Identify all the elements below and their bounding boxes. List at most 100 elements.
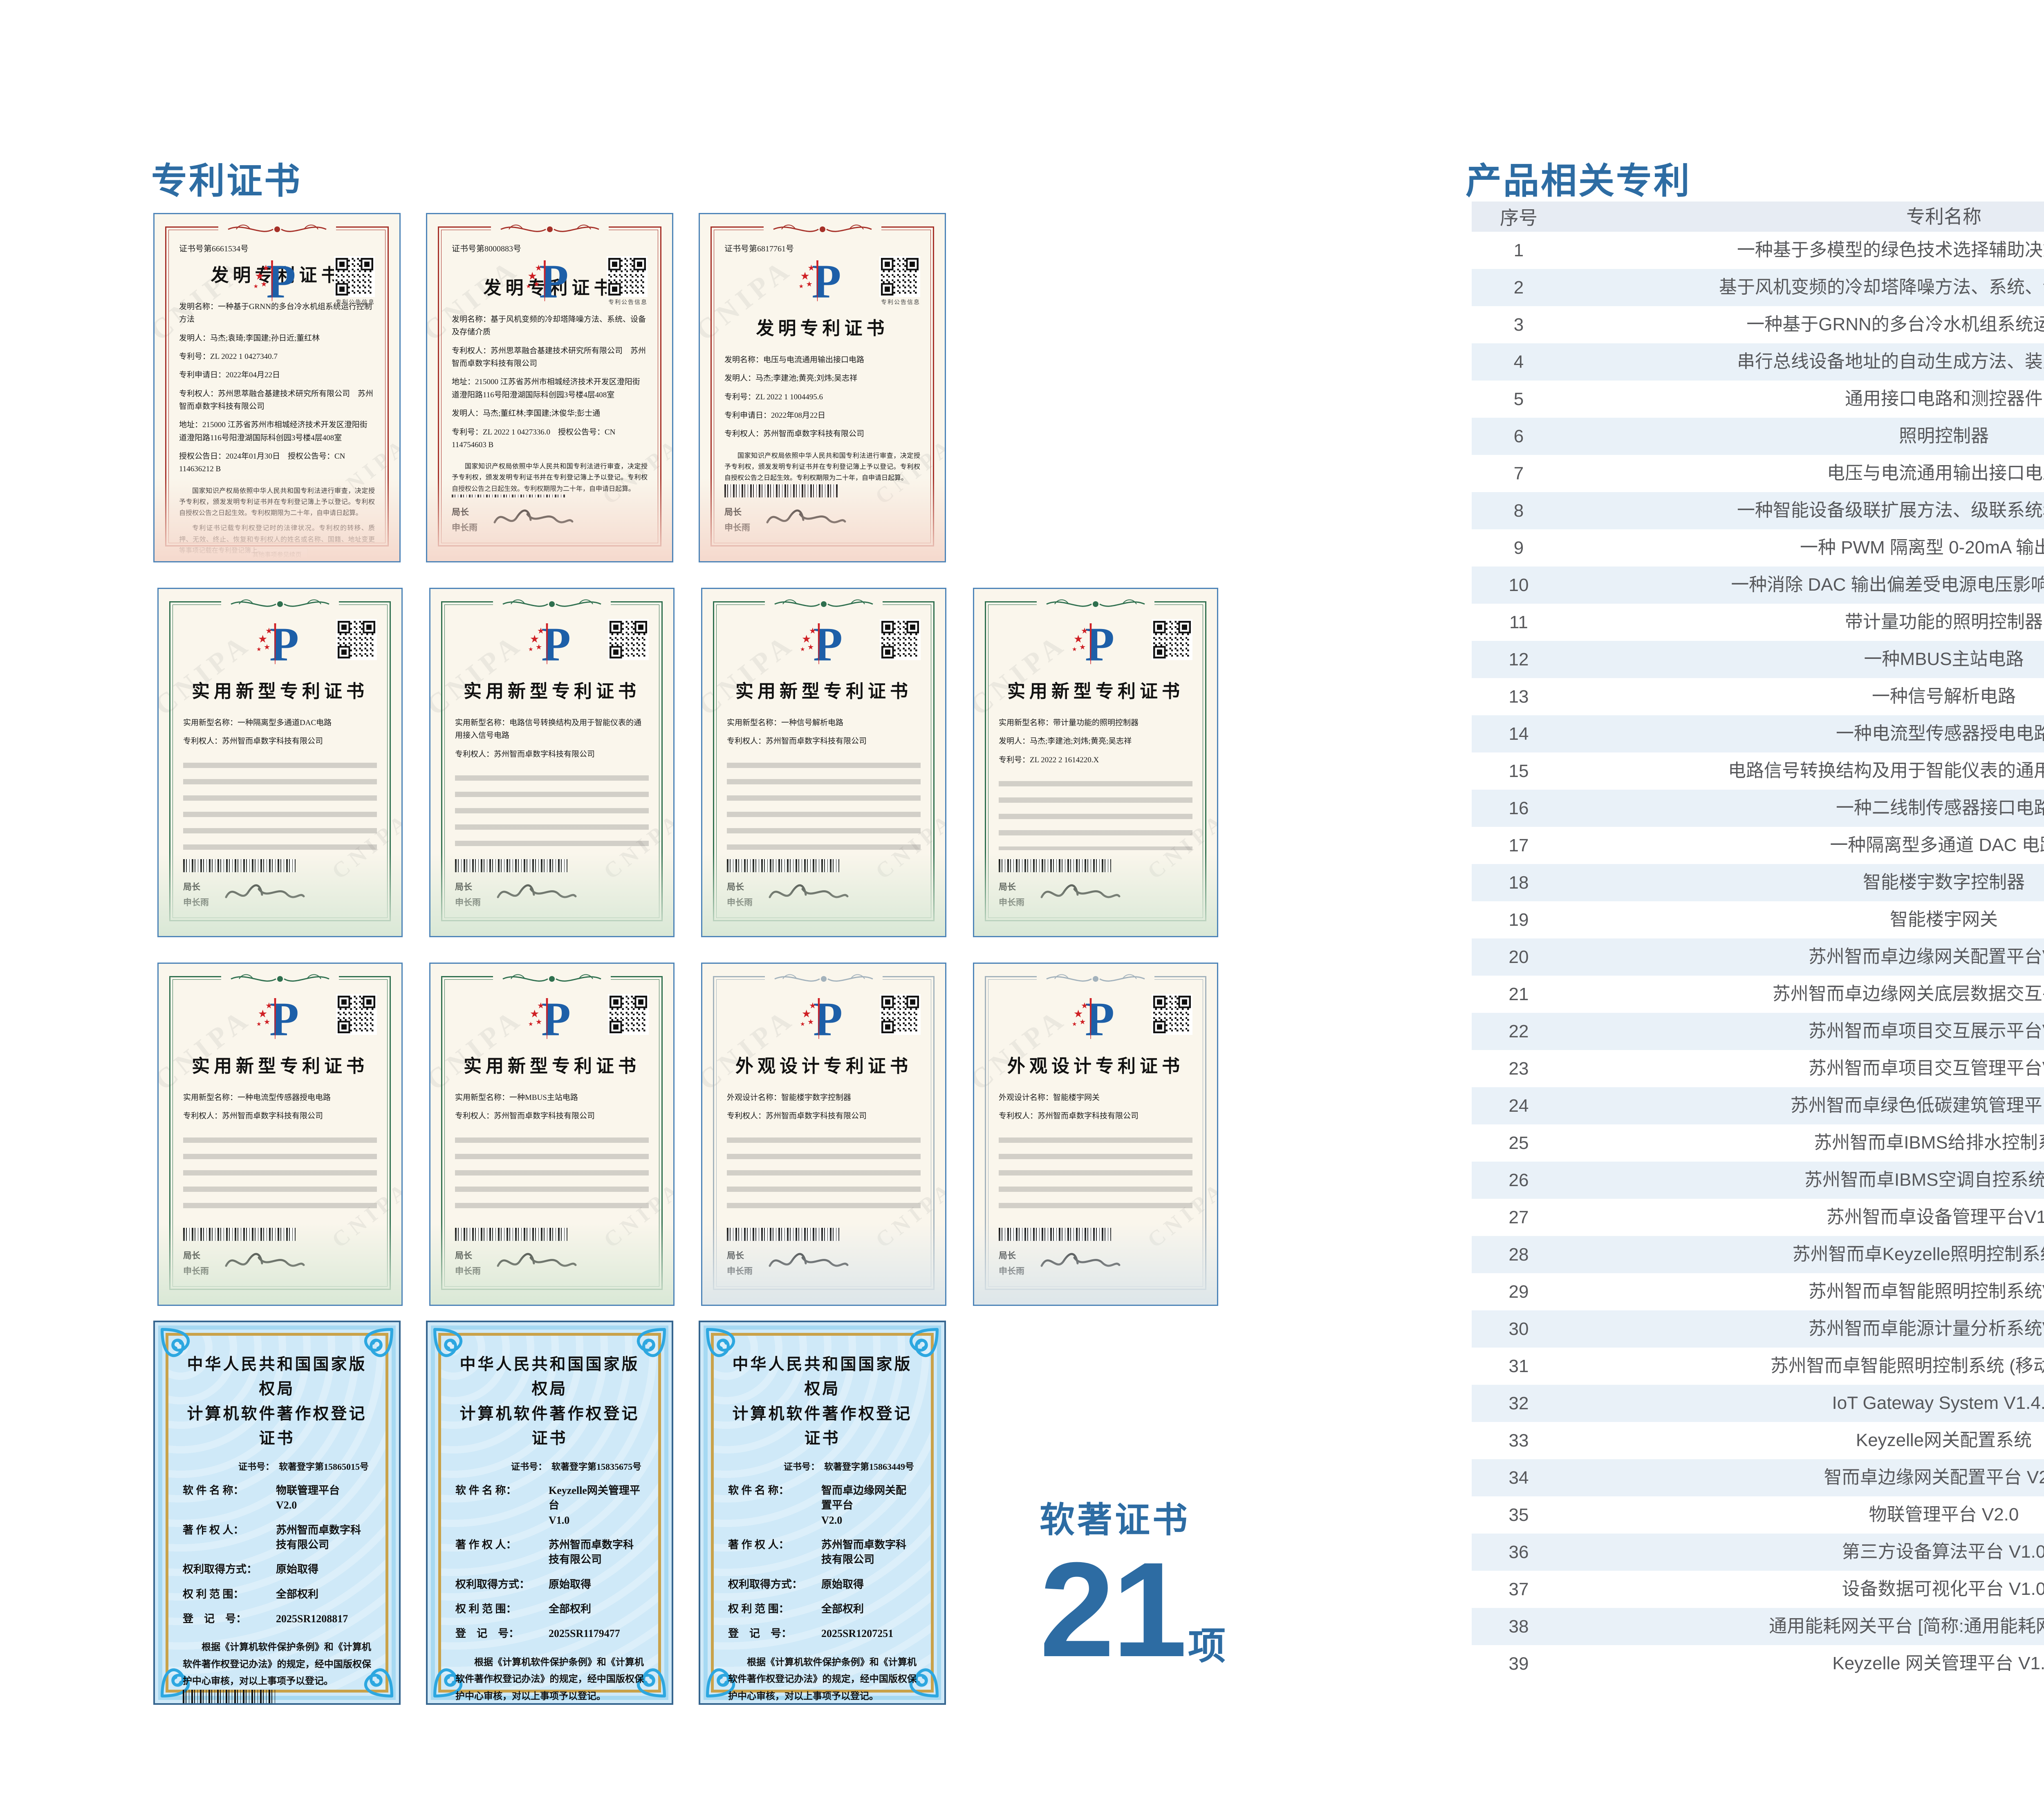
certificate-logo-row: P ★ ★ ★ ★ 专利公告信息 bbox=[724, 255, 920, 309]
patent-table-body: 1一种基于多模型的绿色技术选择辅助决策方法和系统发明2基于风机变频的冷却塔降噪方… bbox=[1472, 232, 2044, 1682]
table-row: 28苏州智而卓Keyzelle照明控制系统V1.0软著 bbox=[1472, 1236, 2044, 1273]
signature-labels: 局长 申长雨 bbox=[455, 1248, 481, 1279]
certificate-field-line: 发明人：马杰;董红林;李国建;沐俊华;彭士通 bbox=[452, 409, 601, 418]
cell-patent-name: 一种基于多模型的绿色技术选择辅助决策方法和系统 bbox=[1737, 240, 2044, 260]
certificate-ornament bbox=[221, 971, 339, 987]
certificate-inner-border bbox=[710, 221, 934, 546]
signature-icon bbox=[221, 880, 307, 908]
barcode-icon bbox=[183, 859, 296, 873]
field-label: 著 作 权 人： bbox=[728, 1538, 789, 1551]
field-label: 权利取得方式： bbox=[183, 1563, 258, 1576]
certificate-title-line1: 中华人民共和国国家版权局 bbox=[732, 1356, 912, 1398]
qr-code-label: 专利公告信息 bbox=[608, 300, 648, 306]
certificate-fields: 实用新型名称：一种信号解析电路 专利权人：苏州智而卓数字科技有限公司 bbox=[727, 717, 921, 754]
cell-patent-name: 一种信号解析电路 bbox=[1872, 686, 2016, 707]
signature-labels: 局长 申长雨 bbox=[727, 880, 753, 911]
patent-table: 序号 专利名称 专利类型 1一种基于多模型的绿色技术选择辅助决策方法和系统发明2… bbox=[1472, 202, 2044, 1682]
certificate-field-line: 发明人：马杰;李建池;刘炜;黄亮;吴志祥 bbox=[999, 737, 1132, 746]
certificate-paragraph: 专利证书记载专利权登记时的法律状况。专利权的转移、质押、无效、终止、恢复和专利权… bbox=[179, 525, 375, 554]
cell-patent-name: 通用接口电路和测控器件 bbox=[1845, 389, 2043, 409]
certificate-field-line: 专利权人：苏州智而卓数字科技有限公司 bbox=[183, 1112, 323, 1121]
cell-patent-name: 苏州智而卓项目交互管理平台V1.0 bbox=[1808, 1058, 2044, 1079]
certificate-content: P ★ ★ ★ ★ 实用新型专利证书 实用新型名称：一种电流型传感器授电电路 专利权人… bbox=[169, 976, 391, 1290]
table-row: 33Keyzelle网关配置系统软著 bbox=[1472, 1422, 2044, 1459]
certificate-logo-row: P ★ ★ ★ ★ bbox=[727, 992, 921, 1047]
field-label: 登 记 号： bbox=[728, 1628, 792, 1640]
signature-block: 局长 申长雨 bbox=[727, 1248, 921, 1279]
certificate-title: 中华人民共和国国家版权局 计算机软件著作权登记证书 bbox=[728, 1352, 917, 1451]
certificate-software-copyright: 中华人民共和国国家版权局 计算机软件著作权登记证书 证书号： 软著登字第158634… bbox=[699, 1321, 946, 1705]
certificate-field-line: 地址：215000 江苏省苏州市相城经济技术开发区澄阳街道澄阳路116号阳澄湖国… bbox=[452, 378, 640, 399]
certificate-title: 中华人民共和国国家版权局 计算机软件著作权登记证书 bbox=[455, 1352, 644, 1451]
certificate-field-line: 登 记 号： 2025SR1208817 bbox=[183, 1612, 371, 1626]
certificate-field-line: 授权公告日：2024年01月30日 授权公告号：CN 114636212 B bbox=[179, 452, 345, 474]
table-row: 18智能楼宇数字控制器外观 bbox=[1472, 864, 2044, 901]
cell-no: 29 bbox=[1508, 1281, 1529, 1302]
barcode-icon bbox=[999, 859, 1111, 873]
cell-patent-name: 一种消除 DAC 输出偏差受电源电压影响的电路及方法 bbox=[1731, 575, 2044, 595]
signature-labels: 局长 申长雨 bbox=[452, 505, 477, 536]
software-copyright-count: 21 bbox=[1040, 1534, 1187, 1685]
cell-no: 4 bbox=[1513, 352, 1524, 372]
certificate-field-line: 发明名称：电压与电流通用输出接口电路 bbox=[724, 356, 865, 364]
certificate-field-line: 专利申请日：2022年08月22日 bbox=[724, 411, 826, 420]
certificate-title-line2: 计算机软件著作权登记证书 bbox=[459, 1405, 640, 1448]
certificate-content: P ★ ★ ★ ★ 外观设计专利证书 外观设计名称：智能楼宇数字控制器 专利权人：苏州… bbox=[713, 976, 935, 1290]
cnipa-logo-icon: P ★ ★ ★ ★ bbox=[253, 255, 296, 308]
qr-code-icon bbox=[336, 994, 377, 1035]
certificate-logo-row: P ★ ★ ★ ★ bbox=[999, 618, 1192, 672]
cell-patent-name: 设备数据可视化平台 V1.0 bbox=[1842, 1579, 2044, 1599]
certificate-fields: 发明名称：一种基于GRNN的多台冷水机组系统运行控制方法 发明人：马杰;袁琦;李国… bbox=[179, 300, 375, 481]
certificate-title: 实用新型专利证书 bbox=[1007, 681, 1184, 701]
cell-patent-name: 苏州智而卓边缘网关底层数据交互平台V1.0 bbox=[1772, 984, 2044, 1004]
certificate-row-4: 中华人民共和国国家版权局 计算机软件著作权登记证书 证书号： 软著登字第158650… bbox=[153, 1321, 946, 1705]
field-value: 苏州智而卓数字科技有限公司 bbox=[276, 1524, 361, 1551]
cell-no: 33 bbox=[1508, 1430, 1529, 1451]
certificate-field-line: 权利取得方式： 原始取得 bbox=[728, 1577, 917, 1592]
cnipa-logo-icon: P ★ ★ ★ ★ bbox=[256, 992, 299, 1046]
certificate-content: P ★ ★ ★ ★ 实用新型专利证书 实用新型名称：一种隔离型多通道DAC电路 专利权… bbox=[169, 601, 391, 921]
certificate-ornament bbox=[765, 596, 883, 612]
certificate-field-line: 发明人：马杰;袁琦;李国建;孙日近;董红林 bbox=[179, 334, 320, 343]
certificate-field-line: 发明名称：基于风机变频的冷却塔降噪方法、系统、设备及存储介质 bbox=[452, 315, 646, 337]
corner-flourish-icon bbox=[704, 1651, 753, 1700]
page-title-product-patents: 产品相关专利 bbox=[1466, 161, 1692, 201]
qr-code-label: 专利公告信息 bbox=[336, 300, 375, 306]
cell-patent-name: 苏州智而卓智能照明控制系统 (移动端) V1.0 bbox=[1770, 1356, 2044, 1376]
signature-block: 局长 申长雨 bbox=[999, 880, 1192, 911]
cell-no: 11 bbox=[1509, 612, 1528, 632]
cell-patent-name: 一种基于GRNN的多台冷水机组系统运行控制方法 bbox=[1746, 314, 2044, 335]
certificate-blue-band bbox=[158, 1326, 396, 1700]
certificate-ornament bbox=[491, 221, 609, 237]
certificate-software-copyright: 中华人民共和国国家版权局 计算机软件著作权登记证书 证书号： 软著登字第158356… bbox=[426, 1321, 673, 1705]
certificate-ornament bbox=[221, 596, 339, 612]
certificate-title-line1: 中华人民共和国国家版权局 bbox=[459, 1356, 640, 1398]
barcode-icon bbox=[183, 1228, 296, 1241]
certificate-ornament bbox=[1037, 596, 1154, 612]
field-value: 原始取得 bbox=[821, 1578, 864, 1590]
certificate-field-line: 著 作 权 人： 苏州智而卓数字科技有限公司 bbox=[455, 1538, 644, 1567]
field-value: 苏州智而卓数字科技有限公司 bbox=[549, 1538, 634, 1566]
barcode-icon bbox=[455, 859, 567, 873]
cell-patent-name: 一种二线制传感器接口电路 bbox=[1836, 798, 2044, 818]
certificate-field-line: 专利权人：苏州智而卓数字科技有限公司 bbox=[455, 750, 595, 759]
signature-labels: 局长 申长雨 bbox=[999, 880, 1024, 911]
cell-patent-name: IoT Gateway System V1.4.0 bbox=[1832, 1393, 2044, 1413]
signature-labels: 局长 申长雨 bbox=[727, 1248, 753, 1279]
certificate-logo-row: P ★ ★ ★ ★ bbox=[455, 618, 649, 672]
certificate-field-line: 权 利 范 围： 全部权利 bbox=[183, 1587, 371, 1602]
field-value: 全部权利 bbox=[276, 1588, 319, 1600]
certificate-ornament bbox=[218, 221, 336, 237]
cell-patent-name: Keyzelle网关配置系统 bbox=[1856, 1430, 2032, 1451]
barcode-icon bbox=[183, 1689, 277, 1703]
corner-flourish-icon bbox=[347, 1651, 396, 1700]
certificate-field-line: 权 利 范 围： 全部权利 bbox=[728, 1602, 917, 1617]
cell-patent-name: 带计量功能的照明控制器 bbox=[1845, 612, 2043, 632]
